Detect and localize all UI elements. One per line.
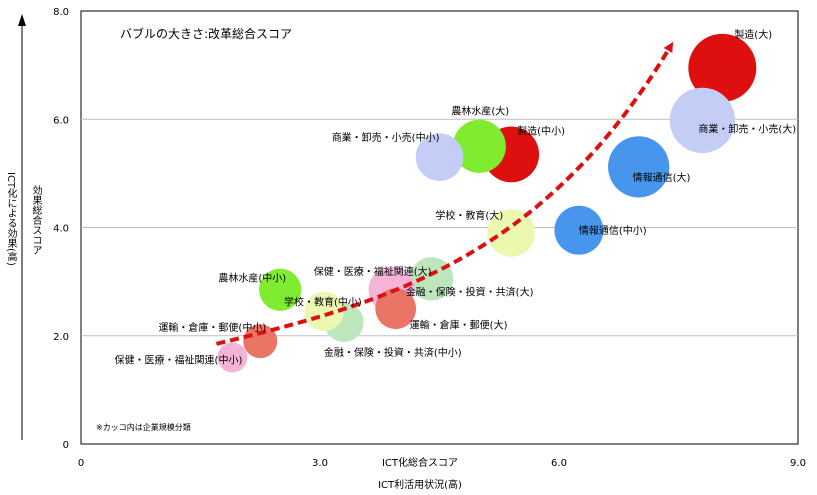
bubble-label: 製造(中小) [517,124,565,137]
y-tick-label: 2.0 [53,332,69,343]
y-tick-label: 0 [63,440,69,451]
bubble-label: 情報通信(中小) [579,224,647,237]
bubble-label: 製造(大) [734,28,772,41]
bubble-label: 学校・教育(大) [435,209,503,222]
y-axis-arrowhead [18,14,26,26]
bubble-label: 運輸・倉庫・郵便(大) [410,319,508,332]
bubble-label: 商業・卸売・小売(中小) [332,131,440,144]
bubble-label: 学校・教育(中小) [284,295,362,308]
trend-arrow-path [215,41,674,346]
x-tick-label: 9.0 [790,458,806,469]
bubble [487,209,535,257]
bubble-label: 農林水産(中小) [218,272,286,285]
y-axis-title: ICT化による効果(高) [5,172,16,266]
x-axis-title: ICT化総合スコア [382,456,458,469]
bubble [259,268,302,311]
bubble-label: 農林水産(大) [451,104,509,117]
x-tick-labels: 0 3.0 6.0 9.0 [78,458,806,469]
bubble-label: 金融・保険・投資・共済(大) [406,286,534,299]
bubble [217,342,248,373]
bubbles [217,33,757,373]
x-tick-label: 0 [78,458,84,469]
x-axis-subtitle: ICT利活用状況(高) [378,478,462,491]
y-tick-label: 8.0 [53,7,69,18]
y-tick-label: 6.0 [53,115,69,126]
chart-subtitle: バブルの大きさ:改革総合スコア [120,26,292,41]
bubble-label: 運輸・倉庫・郵便(中小) [158,321,266,334]
bubble [375,288,417,330]
y-tick-label: 4.0 [53,224,69,235]
bubble [415,133,464,181]
y-tick-labels: 0 2.0 4.0 6.0 8.0 [53,7,69,451]
bubble-label: 保健・医療・福祉関連(中小) [115,353,243,366]
bubble [669,87,736,153]
y-axis-subtitle: 効果総合スコア [30,185,41,255]
bubble-label: 保健・医療・福祉関連(大) [314,265,432,278]
bubble-labels: 製造(大) 商業・卸売・小売(大) 情報通信(大) 製造(中小) 農林水産(大) 商業・卸… [115,28,797,367]
bubble [688,33,757,102]
bubble [608,136,670,198]
bubble [243,324,278,359]
bubble-label: 金融・保険・投資・共済(中小) [324,346,462,359]
bubble-label: 商業・卸売・小売(大) [698,122,796,135]
x-tick-label: 3.0 [312,458,328,469]
bubble [452,119,506,173]
footnote: ※カッコ内は企業規模分類 [96,422,191,432]
bubble [304,291,344,332]
bubble-label: 情報通信(大) [633,171,691,184]
bubble [554,205,604,255]
x-tick-label: 6.0 [551,458,567,469]
trend-arrow [215,41,674,346]
